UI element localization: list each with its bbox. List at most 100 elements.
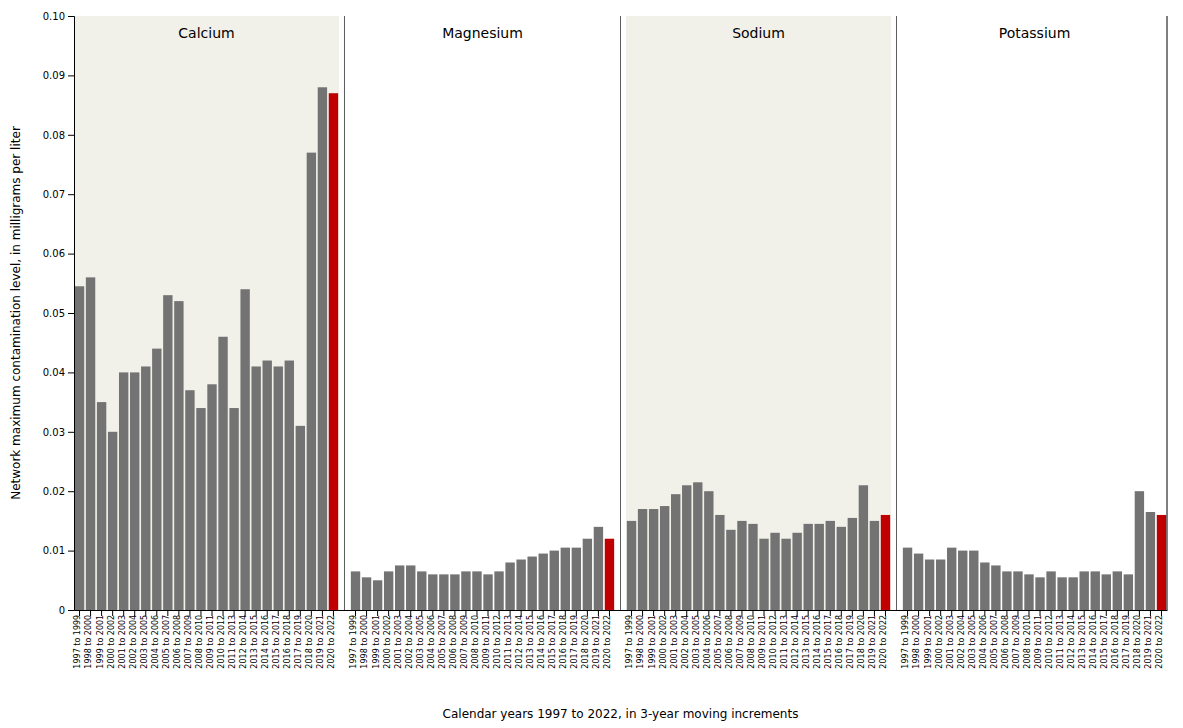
x-tick: 2019 to 2021 — [316, 610, 325, 669]
x-tick-label: 2005 to 2007 — [714, 615, 723, 669]
section-divider — [620, 16, 621, 610]
x-tick: 2008 to 2010 — [1023, 610, 1032, 669]
x-tick-label: 2017 to 2019 — [846, 615, 855, 669]
x-tick: 2003 to 2005 — [968, 610, 977, 669]
x-axis-title: Calendar years 1997 to 2022, in 3-year m… — [443, 707, 799, 721]
bar — [1135, 491, 1144, 610]
bar — [1124, 574, 1133, 610]
bar — [108, 432, 117, 610]
bar — [848, 518, 857, 610]
x-tick-label: 2004 to 2006 — [151, 615, 160, 669]
bar — [97, 402, 106, 610]
y-tick: 0.05 — [43, 308, 74, 319]
x-tick-label: 2003 to 2005 — [968, 615, 977, 669]
x-tick-label: 2003 to 2005 — [416, 615, 425, 669]
bar — [539, 554, 548, 610]
x-tick: 2017 to 2019 — [1122, 610, 1131, 669]
y-tick-label: 0.03 — [43, 427, 65, 438]
bar — [1113, 571, 1122, 610]
x-tick: 1997 to 1999 — [73, 610, 82, 669]
section-label: Magnesium — [442, 25, 523, 41]
x-tick: 2011 to 2013 — [780, 610, 789, 669]
x-tick: 2000 to 2002 — [383, 610, 392, 669]
x-tick-label: 2020 to 2022 — [879, 615, 888, 669]
x-tick: 2006 to 2008 — [1001, 610, 1010, 669]
x-tick: 2014 to 2016 — [1089, 610, 1098, 669]
x-tick-label: 2002 to 2004 — [405, 615, 414, 669]
bar — [296, 426, 305, 610]
section-shading — [74, 16, 891, 610]
y-tick: 0.08 — [43, 130, 74, 141]
bar — [781, 539, 790, 610]
x-tick-label: 2019 to 2021 — [868, 615, 877, 669]
bar — [196, 408, 205, 610]
x-tick: 2011 to 2013 — [1056, 610, 1065, 669]
bar — [362, 577, 371, 610]
x-tick-label: 2016 to 2018 — [283, 615, 292, 669]
bar — [748, 524, 757, 610]
bar — [704, 491, 713, 610]
section-labels: CalciumMagnesiumSodiumPotassium — [178, 25, 1070, 41]
bar — [792, 533, 801, 610]
x-tick: 2003 to 2005 — [692, 610, 701, 669]
bar — [936, 560, 945, 610]
bar — [583, 539, 592, 610]
x-tick-label: 2009 to 2011 — [758, 615, 767, 669]
y-tick-mark — [68, 372, 74, 373]
y-axis-title: Network maximum contamination level, in … — [9, 126, 23, 500]
x-tick-label: 2013 to 2015 — [526, 615, 535, 669]
bar — [561, 548, 570, 610]
bar — [516, 560, 525, 610]
bar — [550, 551, 559, 610]
x-tick: 2010 to 2012 — [769, 610, 778, 669]
x-tick: 1999 to 2001 — [372, 610, 381, 669]
x-tick-label: 2008 to 2010 — [747, 615, 756, 669]
x-tick: 2001 to 2003 — [118, 610, 127, 669]
x-tick: 2009 to 2011 — [482, 610, 491, 669]
x-tick-label: 2017 to 2019 — [294, 615, 303, 669]
y-tick: 0.01 — [43, 545, 74, 556]
x-tick: 2015 to 2017 — [272, 610, 281, 669]
x-tick-label: 2011 to 2013 — [228, 615, 237, 669]
x-tick-label: 2019 to 2021 — [1144, 615, 1153, 669]
x-tick-label: 1999 to 2001 — [372, 615, 381, 669]
x-tick-label: 2001 to 2003 — [670, 615, 679, 669]
bar — [307, 153, 316, 610]
bar — [803, 524, 812, 610]
x-tick: 2013 to 2015 — [802, 610, 811, 669]
bar — [759, 539, 768, 610]
bar — [605, 539, 614, 610]
y-tick-label: 0.07 — [43, 189, 65, 200]
x-tick-label: 1998 to 2000 — [84, 615, 93, 669]
x-tick: 2005 to 2007 — [990, 610, 999, 669]
x-tick: 2014 to 2016 — [813, 610, 822, 669]
y-tick: 0.10 — [43, 11, 74, 22]
bar — [207, 384, 216, 610]
y-tick-label: 0.01 — [43, 545, 65, 556]
x-tick-label: 2015 to 2017 — [1100, 615, 1109, 669]
x-tick-label: 2013 to 2015 — [802, 615, 811, 669]
bar — [417, 571, 426, 610]
y-tick-mark — [68, 432, 74, 433]
x-tick-label: 2014 to 2016 — [537, 615, 546, 669]
x-tick: 2001 to 2003 — [394, 610, 403, 669]
x-tick-label: 2016 to 2018 — [835, 615, 844, 669]
x-tick: 2012 to 2014 — [791, 610, 800, 669]
x-tick-label: 2001 to 2003 — [946, 615, 955, 669]
y-tick: 0.06 — [43, 248, 74, 259]
bar — [494, 571, 503, 610]
x-tick: 2011 to 2013 — [228, 610, 237, 669]
x-tick: 1998 to 2000 — [360, 610, 369, 669]
bar — [1024, 574, 1033, 610]
x-tick-label: 2006 to 2008 — [1001, 615, 1010, 669]
x-tick: 2005 to 2007 — [438, 610, 447, 669]
y-tick-mark — [68, 551, 74, 552]
x-tick: 1999 to 2001 — [648, 610, 657, 669]
bar — [969, 551, 978, 610]
bar — [439, 574, 448, 610]
bar — [859, 485, 868, 610]
section-label: Potassium — [999, 25, 1071, 41]
y-tick-label: 0.02 — [43, 486, 65, 497]
bar — [505, 562, 514, 610]
x-tick: 2005 to 2007 — [162, 610, 171, 669]
